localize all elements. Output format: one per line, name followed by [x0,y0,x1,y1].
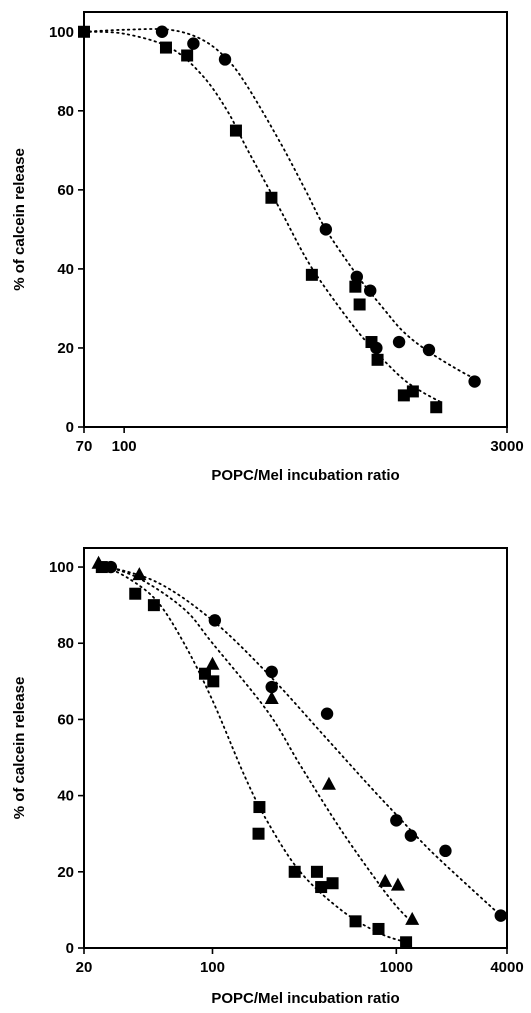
data-point-circle [265,680,278,694]
data-point-square [315,881,328,894]
data-point-square [207,675,220,688]
y-tick-label: 100 [49,24,74,41]
y-tick-label: 0 [66,940,74,957]
data-point-circle [422,343,436,357]
y-tick-label: 60 [57,182,74,199]
plot-frame [83,11,508,428]
data-point-square [95,561,108,574]
fit-curve-triangle [100,564,412,923]
y-axis-label: % of calcein release [11,148,28,291]
data-point-square [229,124,242,137]
y-tick-label: 20 [57,340,74,357]
data-point-circle [218,53,232,66]
x-axis-label: POPC/Mel incubation ratio [211,990,399,1007]
y-tick-label: 100 [49,559,74,576]
data-point-square [265,191,278,204]
data-point-square [326,877,339,890]
data-point-square [365,336,378,349]
data-point-circle [364,284,377,297]
fit-curve-square [83,30,444,405]
y-tick-label: 40 [57,788,74,805]
data-point-square [159,41,172,54]
data-point-circle [350,270,364,284]
x-tick-label: 3000 [490,438,523,455]
data-point-square [397,389,410,402]
y-axis-label: % of calcein release [11,677,28,820]
series-triangle [91,555,420,925]
y-tick-label: 80 [57,635,74,652]
data-point-circle [208,614,222,627]
data-point-square [310,865,323,878]
y-tick-label: 80 [57,103,74,120]
data-point-circle [155,25,169,38]
data-point-square [353,298,366,311]
data-point-square [129,587,142,600]
data-point-square [147,599,160,612]
fit-curve-circle [83,28,478,381]
data-point-square [371,353,384,366]
data-point-triangle [264,690,279,704]
fit-curve-circle [100,564,504,919]
x-tick-label: 1000 [380,959,413,976]
data-point-triangle [205,656,220,670]
chart-1: 0 20 40 60 80 100 70 100 3000 POPC/Mel incubation… [11,11,524,484]
data-point-circle [187,37,200,50]
data-point-square [372,922,385,935]
data-point-square [181,49,194,62]
x-tick-label: 4000 [490,959,523,976]
y-tick-label: 20 [57,864,74,881]
y-tick-label: 60 [57,711,74,728]
series-square [95,561,413,949]
data-point-circle [392,335,406,349]
y-tick-label: 0 [66,419,74,436]
data-point-circle [265,665,278,679]
data-point-square [430,401,443,414]
fit-curve-square [100,564,407,944]
data-point-triangle [378,873,393,887]
x-tick-label: 20 [76,959,93,976]
data-point-triangle [321,776,336,790]
data-point-triangle [405,911,420,925]
data-point-circle [319,223,333,236]
data-point-square [252,827,265,840]
series-square [78,25,444,414]
data-point-triangle [132,567,147,581]
data-point-circle [404,829,418,842]
data-point-square [305,268,318,281]
x-tick-label: 100 [200,959,225,976]
data-point-square [400,936,413,949]
data-point-square [349,915,362,928]
data-point-circle [320,707,334,720]
series-circle [100,560,507,922]
series-circle [83,25,481,388]
x-tick-label: 70 [76,438,93,455]
data-point-square [349,280,362,293]
y-tick-label: 40 [57,261,74,278]
data-point-circle [439,844,452,858]
data-point-square [253,801,266,814]
plot-frame [83,547,508,949]
data-point-square [406,385,419,398]
data-point-square [78,25,90,38]
data-point-circle [390,814,403,827]
x-axis-label: POPC/Mel incubation ratio [211,467,399,484]
data-point-square [288,865,301,878]
data-point-circle [468,375,481,388]
x-tick-label: 100 [112,438,137,455]
data-point-triangle [390,877,405,891]
data-point-circle [494,909,507,922]
